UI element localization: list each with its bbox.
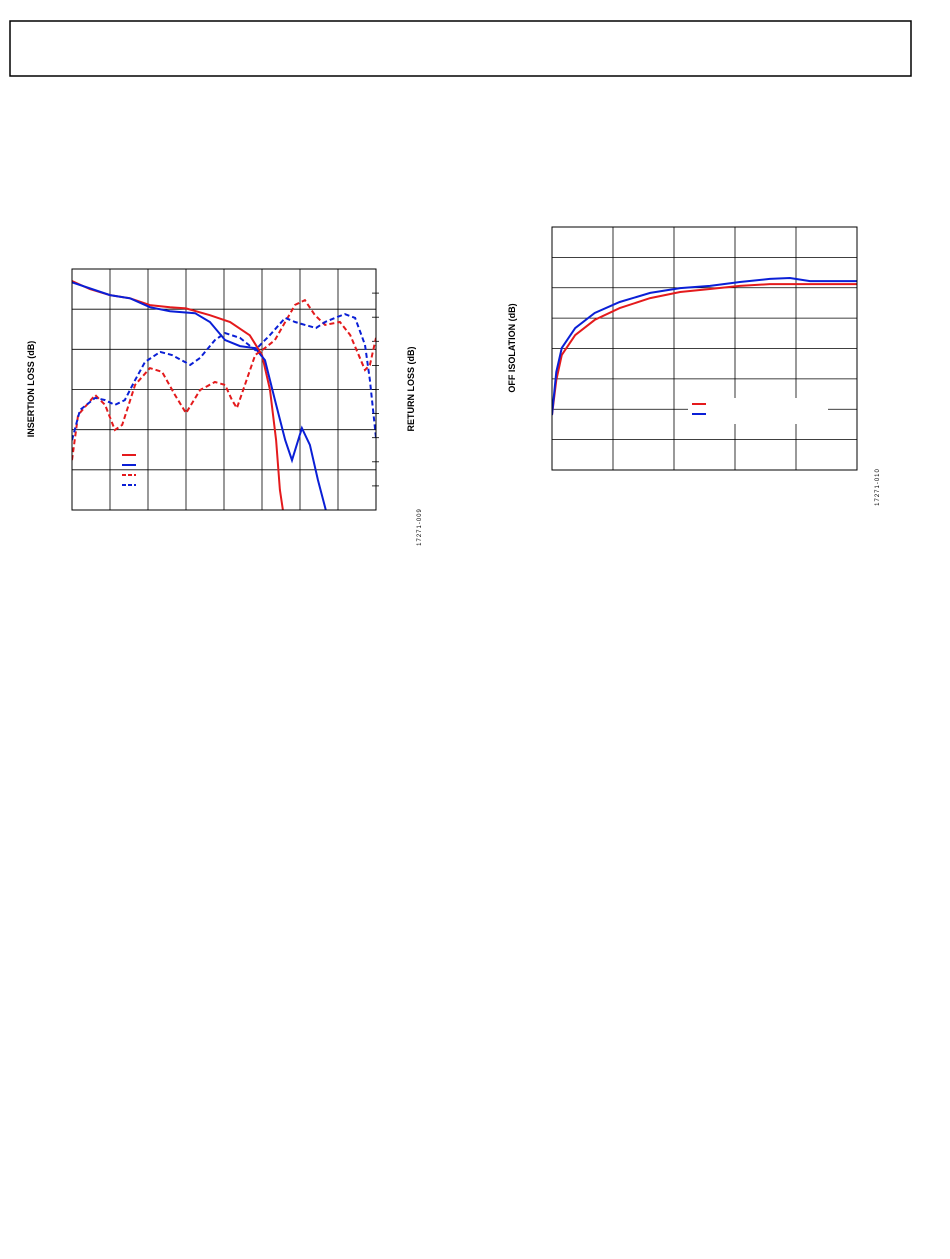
plot-frame <box>71 268 377 511</box>
y2-axis-label: RETURN LOSS (dB) <box>406 347 416 432</box>
legend-box <box>688 398 828 424</box>
series-line <box>72 313 376 441</box>
series-line <box>72 281 327 510</box>
series-line <box>552 276 857 416</box>
lines <box>72 280 376 510</box>
figure-id: 17271-009 <box>417 508 423 546</box>
series-line <box>72 280 284 510</box>
plot-frame <box>551 226 858 471</box>
header-box <box>9 20 912 77</box>
chart: OFF ISOLATION (dB) 17271-010 <box>507 226 881 506</box>
series-line <box>552 283 857 416</box>
chart: INSERTION LOSS (dB) RETURN LOSS (dB) 17271… <box>26 268 423 546</box>
figure-id: 17271-010 <box>875 468 881 506</box>
lines <box>552 276 857 416</box>
series-line <box>72 298 376 461</box>
y-axis-label: OFF ISOLATION (dB) <box>507 303 517 392</box>
y-axis-label: INSERTION LOSS (dB) <box>26 341 36 438</box>
